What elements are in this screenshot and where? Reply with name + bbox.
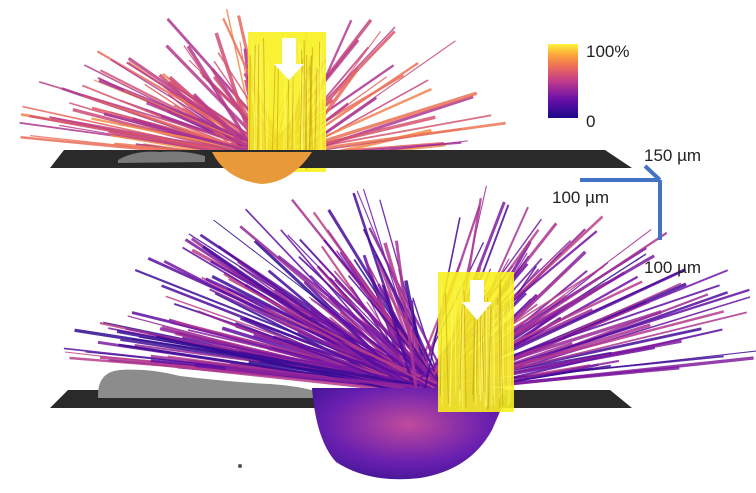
beam-streak: [259, 43, 262, 154]
bottom-panel: [50, 185, 756, 480]
beam-streak: [251, 37, 256, 168]
beam-streak: [255, 36, 259, 157]
ray: [334, 278, 451, 396]
top-beam-streaks: [248, 36, 327, 171]
scale-bar: [580, 164, 662, 240]
ray: [381, 284, 415, 388]
beam-streak: [460, 294, 464, 402]
ray: [116, 329, 419, 388]
beam-streak: [463, 290, 467, 408]
beam-streak: [449, 310, 453, 407]
ray: [192, 92, 258, 159]
beam-streak: [264, 66, 267, 163]
ray: [381, 283, 447, 388]
beam-streak: [309, 47, 313, 166]
ray: [239, 225, 436, 391]
beam-streak: [266, 61, 269, 153]
ray: [225, 366, 417, 389]
ray: [394, 240, 418, 389]
beam-streak: [483, 313, 486, 407]
top-spatter-track: [118, 151, 205, 163]
colorbar: [548, 44, 578, 118]
ray: [263, 307, 447, 389]
beam-streak: [478, 313, 480, 396]
beam-streak: [509, 279, 512, 403]
bottom-ray-bundle: [63, 185, 756, 397]
top-panel: [19, 8, 632, 184]
beam-streak: [306, 74, 309, 163]
top-melt-pool: [212, 152, 312, 184]
colorbar-max-label: 100%: [586, 42, 630, 61]
beam-streak: [493, 290, 496, 406]
beam-streak: [319, 49, 322, 161]
beam-streak: [248, 55, 251, 161]
bottom-beam-arrow: [462, 280, 492, 320]
beam-streak: [322, 53, 327, 161]
beam-streak: [299, 59, 303, 167]
beam-streak: [472, 313, 476, 396]
scale-bar-label-z: 100 µm: [644, 258, 702, 277]
ray: [155, 335, 415, 396]
top-beam-arrow: [274, 38, 304, 80]
beam-streak: [454, 288, 457, 395]
beam-streak: [271, 63, 276, 155]
beam-streak: [483, 295, 487, 400]
beam-streak: [318, 66, 320, 162]
beam-streak: [489, 307, 492, 406]
beam-streak: [257, 43, 260, 171]
ray: [209, 288, 424, 391]
colorbar-min-label: 0: [586, 112, 596, 131]
beam-streak: [485, 303, 488, 408]
beam-streak: [459, 304, 463, 391]
beam-streak: [293, 66, 296, 156]
ray: [235, 322, 417, 392]
ray: [298, 256, 441, 391]
bottom-track-bead: [98, 369, 318, 398]
beam-streak: [501, 306, 505, 395]
beam-streak: [487, 307, 492, 410]
beam-streak: [308, 55, 312, 155]
scale-bar-label-y: 100 µm: [552, 188, 610, 207]
beam-streak: [486, 309, 489, 407]
beam-streak: [303, 40, 307, 157]
ray: [379, 199, 434, 388]
beam-streak: [462, 306, 464, 410]
beam-streak: [276, 67, 279, 154]
ray: [347, 275, 450, 395]
spatter-particle: [238, 464, 242, 468]
colorbar-gradient: [548, 44, 578, 118]
beam-streak: [497, 305, 500, 399]
scale-bar-z-axis: [643, 164, 662, 182]
scale-bar-label-x: 150 µm: [644, 146, 702, 165]
beam-streak: [252, 52, 257, 161]
beam-streak: [314, 67, 318, 163]
beam-streak: [263, 38, 267, 170]
ray: [228, 278, 437, 390]
beam-streak: [445, 292, 449, 404]
